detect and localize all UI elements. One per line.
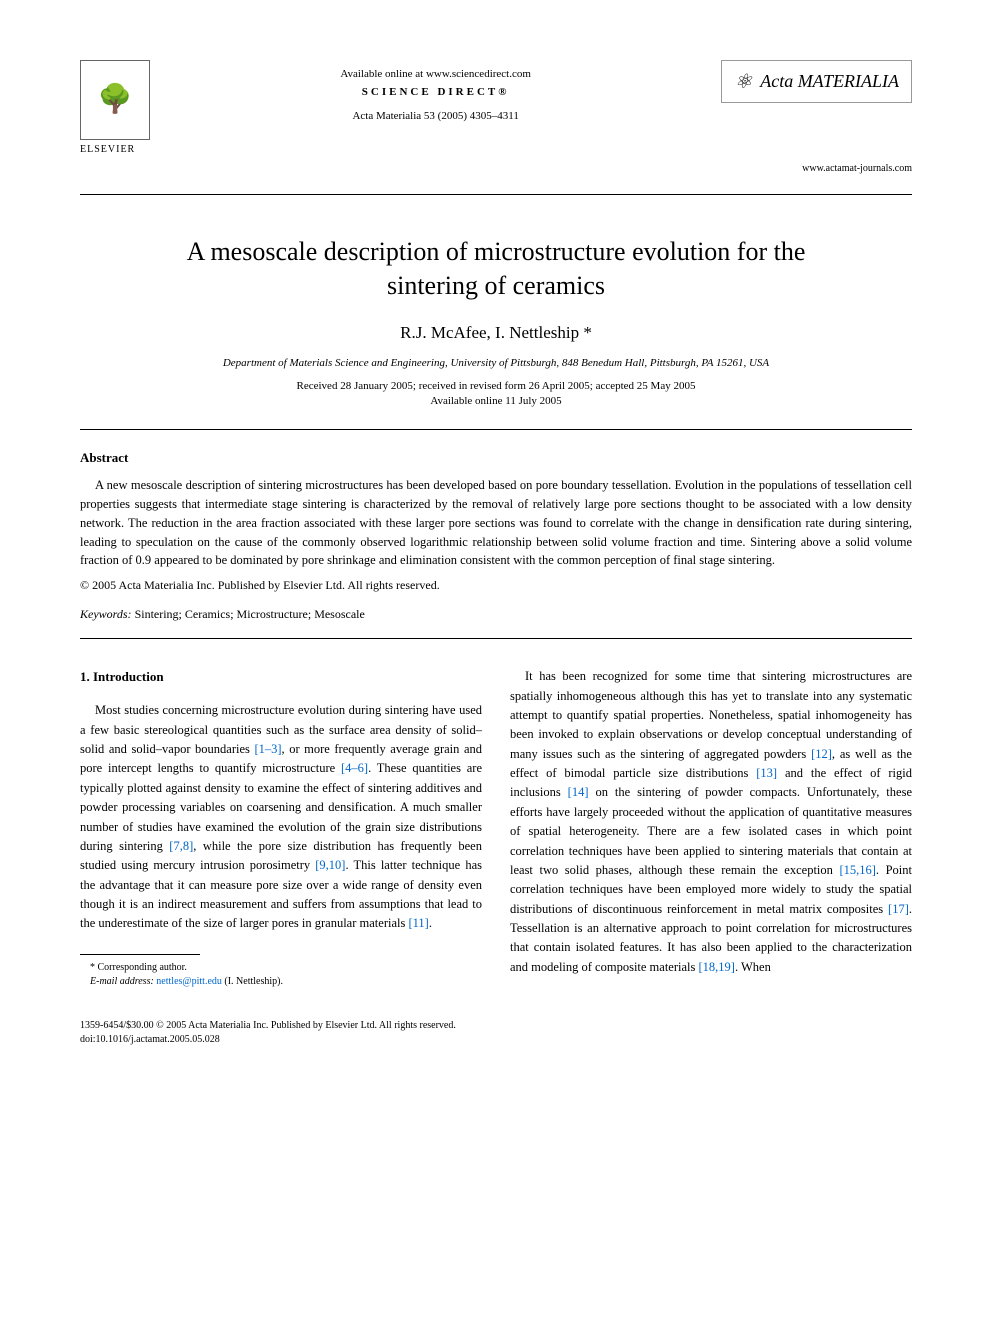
affiliation: Department of Materials Science and Engi…	[80, 357, 912, 369]
email-footnote: E-mail address: nettles@pitt.edu (I. Net…	[80, 975, 482, 989]
acta-logo: ⚛ Acta MATERIALIA	[721, 60, 912, 103]
elsevier-tree-logo: 🌳	[80, 60, 150, 140]
keywords-label: Keywords:	[80, 607, 132, 621]
page-footer: 1359-6454/$30.00 © 2005 Acta Materialia …	[80, 1019, 912, 1047]
elsevier-logo-block: 🌳 ELSEVIER	[80, 60, 150, 155]
center-header: Available online at www.sciencedirect.co…	[150, 60, 721, 122]
column-left: 1. Introduction Most studies concerning …	[80, 667, 482, 989]
ref-link[interactable]: [11]	[408, 916, 428, 930]
ref-link[interactable]: [15,16]	[839, 863, 875, 877]
ref-link[interactable]: [13]	[756, 766, 777, 780]
received-date: Received 28 January 2005; received in re…	[80, 379, 912, 394]
tree-icon: 🌳	[98, 86, 133, 114]
divider	[80, 429, 912, 430]
ref-link[interactable]: [1–3]	[254, 742, 281, 756]
journal-name: Acta MATERIALIA	[760, 71, 899, 92]
divider	[80, 638, 912, 639]
molecule-icon: ⚛	[734, 69, 752, 94]
column-right: It has been recognized for some time tha…	[510, 667, 912, 989]
divider	[80, 194, 912, 195]
journal-reference: Acta Materialia 53 (2005) 4305–4311	[150, 110, 721, 122]
publisher-name: ELSEVIER	[80, 144, 150, 155]
intro-paragraph-1: Most studies concerning microstructure e…	[80, 701, 482, 934]
ref-link[interactable]: [4–6]	[341, 761, 368, 775]
footnote-separator	[80, 954, 200, 955]
journal-logo-block: ⚛ Acta MATERIALIA	[721, 60, 912, 103]
intro-paragraph-2: It has been recognized for some time tha…	[510, 667, 912, 977]
keywords: Keywords: Sintering; Ceramics; Microstru…	[80, 607, 912, 622]
email-label: E-mail address:	[90, 976, 154, 987]
corresponding-footnote: * Corresponding author.	[80, 961, 482, 975]
online-date: Available online 11 July 2005	[80, 394, 912, 409]
article-title: A mesoscale description of microstructur…	[140, 235, 852, 303]
email-link[interactable]: nettles@pitt.edu	[156, 976, 222, 987]
ref-link[interactable]: [14]	[568, 785, 589, 799]
footer-copyright: 1359-6454/$30.00 © 2005 Acta Materialia …	[80, 1019, 912, 1033]
ref-link[interactable]: [7,8]	[169, 839, 193, 853]
abstract-heading: Abstract	[80, 450, 912, 466]
journal-url[interactable]: www.actamat-journals.com	[80, 163, 912, 174]
authors: R.J. McAfee, I. Nettleship *	[80, 323, 912, 343]
two-column-body: 1. Introduction Most studies concerning …	[80, 667, 912, 989]
science-direct-logo: SCIENCE DIRECT®	[150, 86, 721, 98]
keywords-text: Sintering; Ceramics; Microstructure; Mes…	[132, 607, 365, 621]
abstract-text: A new mesoscale description of sintering…	[80, 476, 912, 570]
ref-link[interactable]: [9,10]	[315, 858, 345, 872]
ref-link[interactable]: [18,19]	[699, 960, 735, 974]
ref-link[interactable]: [17]	[888, 902, 909, 916]
publication-dates: Received 28 January 2005; received in re…	[80, 379, 912, 410]
header-bar: 🌳 ELSEVIER Available online at www.scien…	[80, 60, 912, 155]
available-online-text: Available online at www.sciencedirect.co…	[150, 68, 721, 80]
ref-link[interactable]: [12]	[811, 747, 832, 761]
section-heading: 1. Introduction	[80, 667, 482, 687]
abstract-copyright: © 2005 Acta Materialia Inc. Published by…	[80, 578, 912, 593]
footer-doi: doi:10.1016/j.actamat.2005.05.028	[80, 1033, 912, 1047]
